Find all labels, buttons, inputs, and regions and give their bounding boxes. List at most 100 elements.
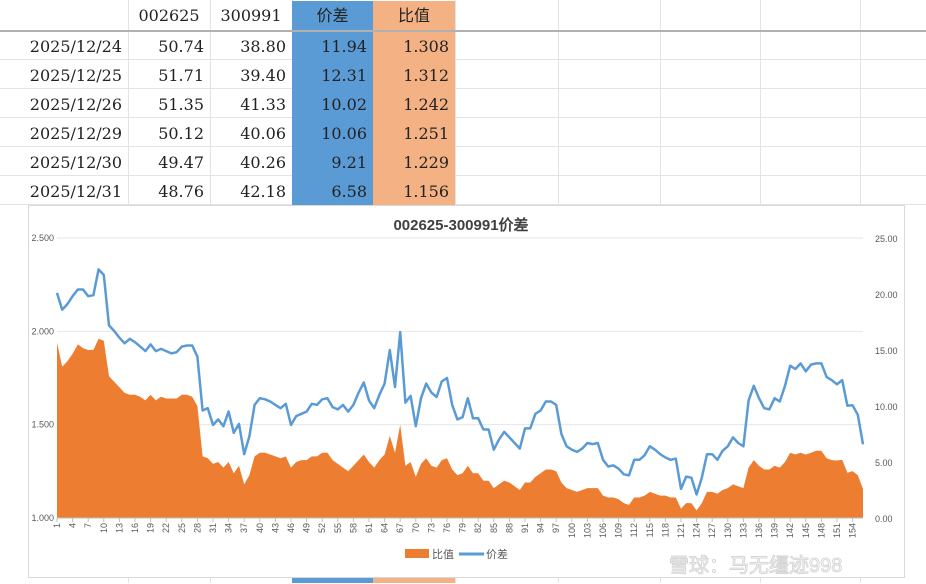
left-axis-tick: 2.000: [31, 326, 54, 336]
x-axis-tick-label: 13: [114, 523, 124, 533]
x-axis-tick-label: 148: [816, 523, 826, 538]
cell-stock-002625[interactable]: 48.76: [158, 182, 204, 201]
legend-ratio-label: 比值: [432, 548, 454, 561]
cell-ratio[interactable]: 1.251: [373, 119, 455, 148]
cell-spread[interactable]: 10.02: [292, 90, 373, 119]
x-axis-tick-label: 40: [255, 523, 265, 533]
cell-stock-002625[interactable]: 50.74: [158, 37, 204, 56]
header-cell-stock-002625[interactable]: 002625: [138, 6, 200, 25]
x-axis-tick-label: 64: [380, 523, 390, 533]
x-axis-tick-label: 100: [567, 523, 577, 538]
x-axis-tick-label: 136: [754, 523, 764, 538]
x-axis-tick-label: 34: [224, 523, 234, 533]
x-axis-tick-label: 55: [333, 523, 343, 533]
x-axis-tick-label: 67: [395, 523, 405, 533]
cell-date[interactable]: 2025/12/25: [29, 66, 122, 85]
x-axis-tick-label: 43: [270, 523, 280, 533]
x-axis-tick-label: 49: [302, 523, 312, 533]
spread-line-series: [55, 268, 865, 496]
cell-date[interactable]: 2025/12/31: [29, 182, 122, 201]
ratio-area-series: [57, 338, 863, 518]
header-cell-stock-300991[interactable]: 300991: [220, 6, 282, 25]
x-axis-tick-label: 139: [770, 523, 780, 538]
x-axis-tick-label: 37: [239, 523, 249, 533]
cell-stock-300991[interactable]: 39.40: [240, 66, 286, 85]
cell-date[interactable]: 2025/12/29: [29, 124, 122, 143]
x-axis-tick-label: 61: [364, 523, 374, 533]
x-axis-tick-label: 70: [411, 523, 421, 533]
cell-spread[interactable]: 12.31: [292, 61, 373, 90]
x-axis-tick-label: 91: [520, 523, 530, 533]
right-axis-tick: 25.00: [875, 234, 898, 244]
x-axis-tick-label: 151: [832, 523, 842, 538]
cell-spread[interactable]: 6.58: [292, 177, 373, 206]
cell-stock-300991[interactable]: 42.18: [240, 182, 286, 201]
left-axis-tick: 1.000: [31, 513, 54, 523]
cell-ratio[interactable]: 1.242: [373, 90, 455, 119]
cell-stock-300991[interactable]: 41.33: [240, 95, 286, 114]
legend-spread-label: 价差: [486, 547, 508, 561]
x-axis-tick-label: 19: [146, 523, 156, 533]
right-axis-tick: 10.00: [875, 402, 898, 412]
header-cell-spread[interactable]: 价差: [292, 1, 373, 30]
cell-ratio[interactable]: 1.156: [373, 177, 455, 206]
cell-stock-300991[interactable]: 40.26: [240, 153, 286, 172]
x-axis-tick-label: 103: [582, 523, 592, 538]
right-axis-tick: 5.00: [875, 458, 893, 468]
x-axis-tick-label: 73: [426, 523, 436, 533]
x-axis-tick-label: 112: [629, 523, 639, 537]
x-axis-tick-label: 88: [504, 523, 514, 533]
legend-ratio-swatch: [405, 549, 429, 558]
right-axis-tick: 0.00: [875, 514, 893, 524]
cell-stock-300991[interactable]: 40.06: [240, 124, 286, 143]
x-axis-tick-label: 76: [442, 523, 452, 533]
header-cell-date[interactable]: [0, 1, 128, 30]
x-axis-tick-label: 121: [676, 523, 686, 538]
x-axis-tick-label: 4: [68, 523, 78, 528]
cell-ratio[interactable]: 1.229: [373, 148, 455, 177]
cell-date[interactable]: 2025/12/24: [29, 37, 122, 56]
cell-ratio[interactable]: 1.312: [373, 61, 455, 90]
x-axis-tick-label: 118: [660, 523, 670, 537]
x-axis-tick-label: 142: [785, 523, 795, 538]
x-axis-tick-label: 25: [177, 523, 187, 533]
cell-spread[interactable]: 9.21: [292, 148, 373, 177]
combo-chart[interactable]: 002625-300991价差 1.000 1.500 2.000 2.500 0.00 5…: [28, 205, 905, 578]
cell-spread[interactable]: 10.06: [292, 119, 373, 148]
cell-stock-002625[interactable]: 51.35: [158, 95, 204, 114]
chart-title: 002625-300991价差: [393, 216, 528, 234]
right-axis-tick: 20.00: [875, 290, 898, 300]
x-axis-tick-label: 130: [723, 523, 733, 538]
cell-stock-002625[interactable]: 51.71: [158, 66, 204, 85]
x-axis-tick-label: 109: [614, 523, 624, 538]
x-axis-tick-label: 133: [738, 523, 748, 538]
cell-ratio[interactable]: 1.308: [373, 32, 455, 61]
x-axis-tick-label: 115: [645, 523, 655, 537]
x-axis-tick-label: 22: [161, 523, 171, 533]
x-axis-tick-label: 85: [489, 523, 499, 533]
header-cell-ratio[interactable]: 比值: [373, 1, 455, 30]
x-axis-tick-label: 16: [130, 523, 140, 533]
x-axis-tick-label: 28: [192, 523, 202, 533]
left-axis-tick: 2.500: [31, 233, 54, 243]
cell-spread[interactable]: 11.94: [292, 32, 373, 61]
x-axis-tick-label: 154: [848, 523, 858, 538]
cell-stock-300991[interactable]: 38.80: [240, 37, 286, 56]
x-axis-tick-label: 58: [348, 523, 358, 533]
x-axis-tick-label: 94: [536, 523, 546, 533]
x-axis-tick-label: 7: [83, 523, 93, 528]
cell-date[interactable]: 2025/12/26: [29, 95, 122, 114]
cell-stock-002625[interactable]: 50.12: [158, 124, 204, 143]
cell-stock-002625[interactable]: 49.47: [158, 153, 204, 172]
x-axis-tick-label: 127: [707, 523, 717, 538]
x-axis-tick-label: 10: [99, 523, 109, 533]
x-axis-tick-label: 145: [801, 523, 811, 538]
right-axis-tick: 15.00: [875, 346, 898, 356]
cell-date[interactable]: 2025/12/30: [29, 153, 122, 172]
x-axis-tick-label: 1: [52, 523, 62, 528]
left-axis-tick: 1.500: [31, 420, 54, 430]
x-axis-tick-label: 106: [598, 523, 608, 538]
chart-svg: 002625-300991价差 1.000 1.500 2.000 2.500 0.00 5…: [31, 216, 898, 578]
x-axis-tick-label: 31: [208, 523, 218, 533]
x-axis-tick-label: 52: [317, 523, 327, 533]
